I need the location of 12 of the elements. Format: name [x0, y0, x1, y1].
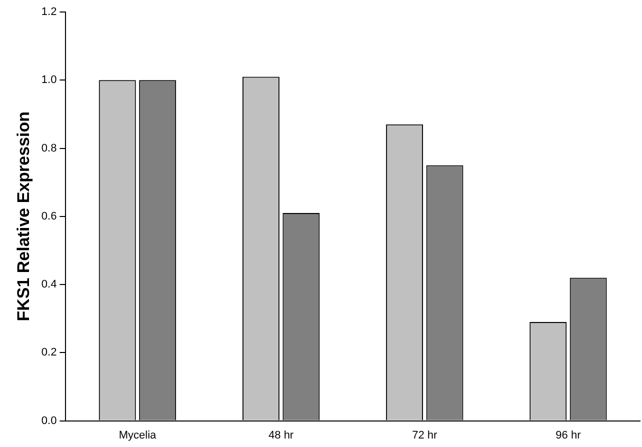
- x-tick-label: 72 hr: [412, 429, 438, 442]
- y-tick-label: 1.0: [41, 74, 57, 86]
- x-tick-label: 48 hr: [268, 429, 294, 442]
- y-tick-label: 1.2: [41, 6, 57, 18]
- y-axis-title: FKS1 Relative Expression: [14, 112, 33, 322]
- y-tick-label: 0.6: [41, 210, 57, 222]
- x-tick-label: Mycelia: [118, 429, 157, 442]
- y-tick-label: 0.0: [41, 414, 57, 427]
- y-tick-label: 0.8: [41, 142, 57, 154]
- y-tick-label: 0.2: [41, 346, 57, 359]
- x-tick-label: 96 hr: [556, 429, 582, 442]
- y-tick-label: 0.4: [41, 278, 57, 291]
